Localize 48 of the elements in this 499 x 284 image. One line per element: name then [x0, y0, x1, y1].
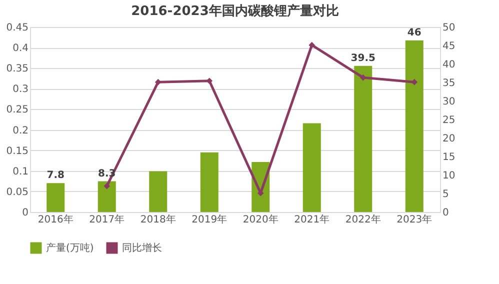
point — [308, 42, 316, 48]
x-tick-label: 2019年 — [192, 214, 228, 226]
x-tick-label: 2017年 — [89, 214, 125, 226]
y-tick-label: 0.4 — [12, 43, 28, 54]
point — [154, 78, 162, 86]
y2-tick-label: 10 — [442, 170, 456, 182]
point — [206, 78, 213, 84]
y-tick-label: 0.45 — [6, 22, 28, 34]
y-tick-label: 0.35 — [6, 64, 28, 75]
bar — [149, 171, 168, 212]
bar — [302, 123, 321, 212]
y2-tick-label: 25 — [442, 115, 456, 126]
point — [411, 78, 418, 86]
y-tick-label: 0.1 — [12, 166, 28, 178]
y2-tick-label: 45 — [442, 41, 456, 52]
y2-tick-label: 30 — [442, 96, 456, 108]
legend-label: 产量(万吨) — [46, 242, 94, 254]
y-tick-label: 0.15 — [6, 146, 28, 157]
x-tick-label: 2022年 — [345, 214, 381, 226]
y2-tick-label: 0 — [442, 208, 449, 218]
x-tick-label: 2023年 — [396, 214, 432, 226]
y-tick-label: 0.2 — [12, 125, 28, 136]
y2-tick-label: 50 — [442, 22, 456, 34]
y2-tick-label: 40 — [442, 60, 456, 70]
x-tick-label: 2020年 — [242, 214, 278, 226]
y2-tick-label: 20 — [442, 134, 456, 144]
data-label: 7.8 — [46, 170, 65, 182]
x-tick-label: 2018年 — [140, 214, 176, 226]
point — [360, 74, 366, 81]
point — [104, 182, 110, 190]
bar — [354, 66, 372, 212]
y2-tick-label: 35 — [442, 78, 456, 89]
bar — [98, 181, 116, 212]
data-label: 39.5 — [350, 52, 376, 64]
bar — [405, 40, 424, 212]
y2-tick-label: 5 — [442, 189, 449, 200]
legend-label: 同比增长 — [122, 242, 162, 254]
y-tick-label: 0 — [22, 208, 28, 218]
y2-tick-label: 15 — [442, 152, 456, 163]
x-tick-label: 2016年 — [38, 214, 74, 226]
bar — [200, 152, 218, 212]
data-label: 46 — [407, 27, 422, 38]
y-tick-label: 0.05 — [6, 186, 28, 198]
bar — [46, 183, 65, 212]
x-tick-label: 2021年 — [294, 214, 330, 226]
chart-title: 2016-2023年国内碳酸锂产量对比 — [131, 3, 339, 19]
y-tick-label: 0.3 — [12, 84, 28, 96]
y-tick-label: 0.25 — [6, 104, 28, 116]
